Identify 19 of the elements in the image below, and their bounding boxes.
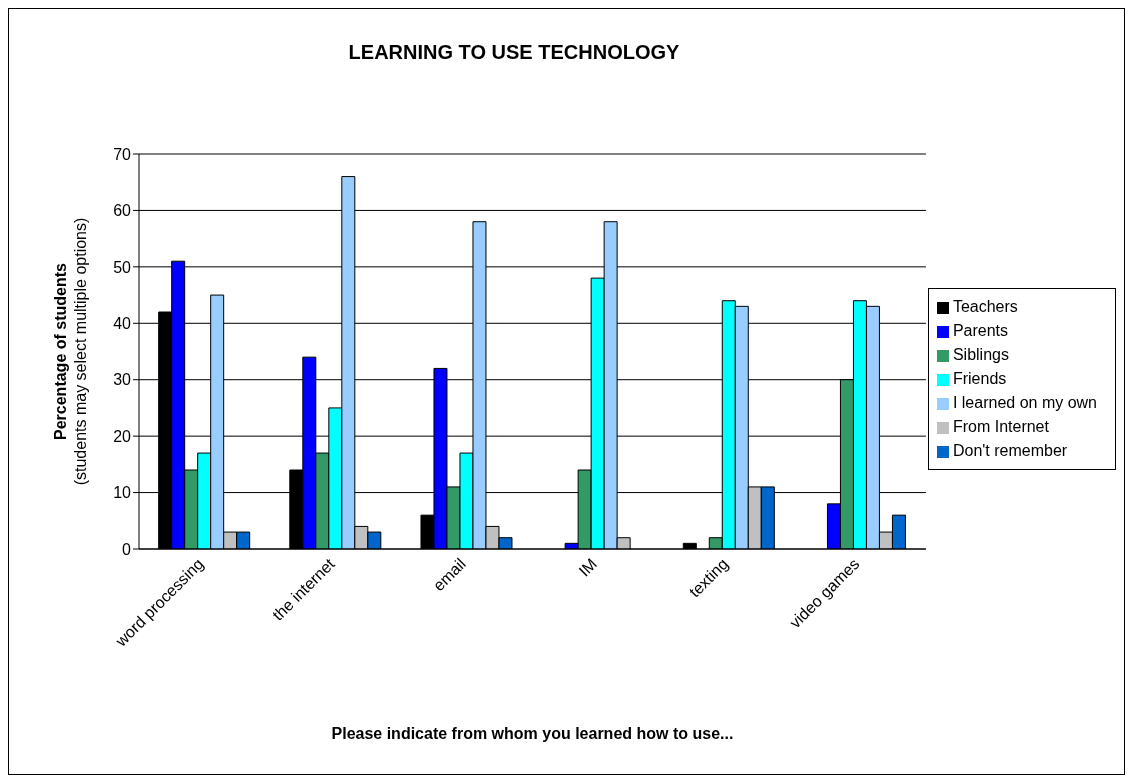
y-tick-label: 0 [122, 540, 132, 558]
y-tick-label: 50 [113, 258, 132, 276]
legend-label: Siblings [952, 346, 1009, 363]
y-tick-label: 60 [113, 202, 132, 220]
chart-title: LEARNING TO USE TECHNOLOGY [347, 41, 681, 64]
y-axis-title: Percentage of students (students may select multiple options) [52, 217, 89, 486]
legend-label: From Internet [952, 418, 1049, 435]
legend-label: Teachers [952, 298, 1018, 315]
legend-label: Don't remember [952, 442, 1068, 459]
legend-label: Friends [952, 370, 1007, 387]
y-tick-label: 10 [113, 484, 132, 502]
x-axis-title: Please indicate from whom you learned how to use... [331, 725, 734, 742]
y-tick-label: 30 [113, 371, 132, 389]
y-tick-label: 70 [113, 145, 132, 163]
y-tick-label: 20 [113, 427, 132, 445]
y-tick-label: 40 [113, 314, 132, 332]
x-tick-label: IM [575, 555, 601, 580]
legend-label: I learned on my own [952, 394, 1097, 411]
legend-label: Parents [952, 322, 1009, 339]
